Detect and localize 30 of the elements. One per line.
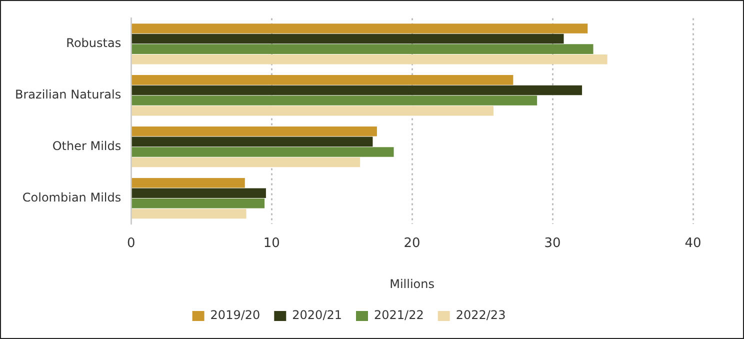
bar (132, 24, 588, 34)
x-tick-label: 20 (404, 236, 420, 252)
x-axis-title: Millions (390, 276, 434, 291)
bar (132, 44, 594, 54)
y-tick-label: Brazilian Naturals (15, 88, 122, 102)
bar (132, 157, 360, 168)
legend-label: 2021/22 (374, 308, 424, 322)
bar (132, 34, 564, 44)
y-tick-label: Robustas (66, 36, 122, 50)
legend-label: 2022/23 (456, 308, 506, 322)
x-tick-label: 30 (544, 236, 561, 252)
x-tick-label: 40 (684, 236, 702, 252)
legend-label: 2020/21 (292, 308, 342, 322)
bar (132, 178, 245, 188)
y-tick-label: Other Milds (52, 138, 122, 153)
y-tick-label: Colombian Milds (22, 190, 122, 204)
legend-label: 2019/20 (210, 308, 260, 322)
bar (132, 208, 246, 219)
x-tick-label: 10 (263, 236, 280, 252)
bar (132, 85, 582, 96)
bar (132, 106, 494, 116)
bar (132, 188, 266, 198)
bar (132, 126, 377, 136)
bar (132, 147, 394, 157)
bar (132, 75, 514, 85)
bar (132, 96, 538, 106)
bar (132, 136, 373, 147)
bar (132, 54, 608, 64)
bar (132, 198, 265, 208)
x-tick-label: 0 (126, 236, 136, 252)
